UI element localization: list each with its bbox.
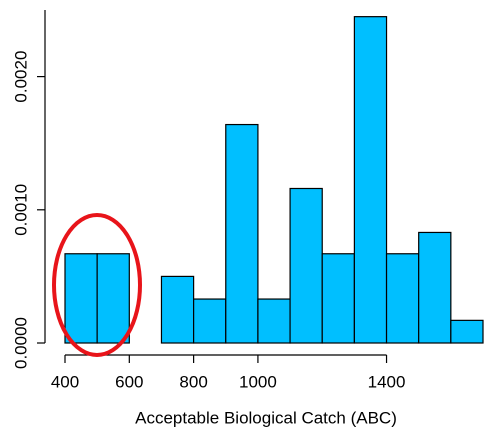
bar xyxy=(418,231,452,344)
bar xyxy=(160,275,195,344)
x-tick-label: 400 xyxy=(51,372,79,391)
bar xyxy=(193,298,227,344)
bar xyxy=(385,253,420,344)
x-tick-label: 1000 xyxy=(239,372,277,391)
y-tick-label: 0.0000 xyxy=(11,317,30,369)
x-tick-label: 600 xyxy=(115,372,143,391)
x-axis-label: Acceptable Biological Catch (ABC) xyxy=(135,408,397,427)
bar xyxy=(257,298,291,344)
bar xyxy=(450,319,484,344)
highlight-circle xyxy=(52,213,142,357)
y-tick-label: 0.0010 xyxy=(11,184,30,236)
bar xyxy=(353,16,388,344)
x-tick-label: 1400 xyxy=(368,372,406,391)
x-tick-label: 800 xyxy=(179,372,207,391)
bar xyxy=(321,253,355,344)
bar xyxy=(64,253,98,344)
bar xyxy=(225,123,259,344)
bar xyxy=(289,187,323,344)
y-tick-label: 0.0020 xyxy=(11,51,30,103)
bar xyxy=(96,253,130,344)
